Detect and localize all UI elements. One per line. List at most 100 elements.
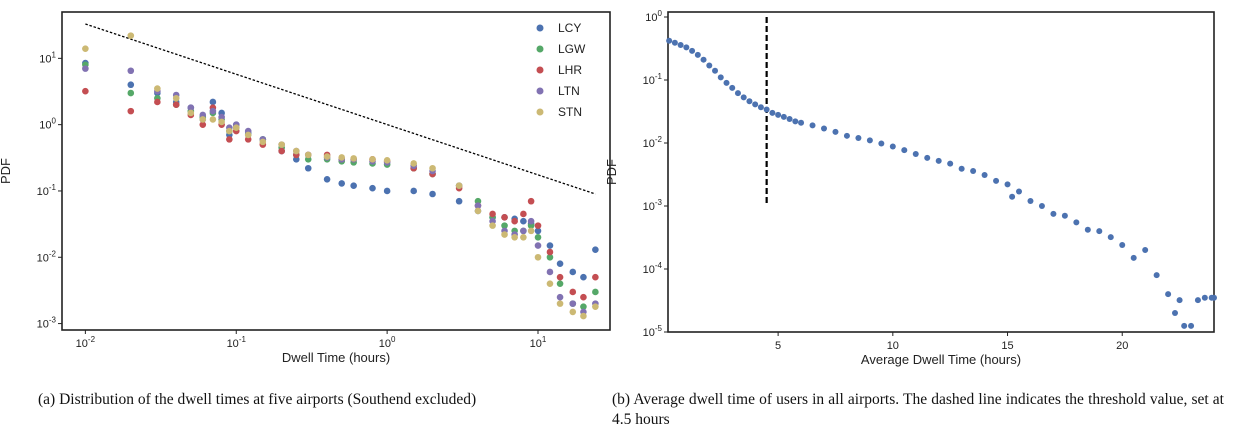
point-lcy: [304, 164, 312, 172]
chart-a: 10-2 10-1 100 101 10-3 10-2 10-1 100 101 Dwell Ti…: [0, 11, 611, 365]
point: [786, 116, 793, 123]
point-stn: [569, 308, 577, 316]
point-ltn: [474, 202, 482, 209]
point-lhr: [580, 293, 587, 301]
point-lhr: [82, 87, 89, 95]
point-ltn: [569, 300, 577, 307]
point: [1153, 272, 1160, 279]
point-lhr: [556, 273, 564, 281]
point: [717, 74, 724, 81]
point: [1201, 294, 1208, 301]
point: [878, 140, 885, 147]
point: [1004, 181, 1011, 188]
point-stn: [209, 116, 217, 123]
caption-a: (a) Distribution of the dwell times at f…: [38, 391, 477, 408]
point-lhr: [520, 210, 527, 218]
y-tick-label: 10-4: [643, 261, 663, 276]
point: [689, 47, 696, 54]
x-tick-label: 101: [530, 335, 547, 350]
point-lhr: [534, 222, 542, 229]
point-lcy: [369, 184, 376, 192]
point-ltn: [527, 217, 535, 225]
y-tick-label: 10-5: [643, 324, 663, 339]
y-tick-label: 10-3: [37, 316, 57, 331]
point: [924, 154, 931, 161]
point: [706, 62, 713, 69]
point-lcy: [580, 273, 587, 281]
point-lhr: [501, 214, 508, 221]
legend-marker-stn: [536, 108, 544, 116]
legend-marker-lgw: [536, 45, 544, 53]
x-tick-label: 15: [1001, 340, 1013, 352]
point-stn: [278, 141, 285, 148]
point-stn: [474, 207, 482, 215]
point: [901, 147, 908, 154]
point-stn: [489, 222, 496, 229]
point-ltn: [218, 113, 225, 121]
x-tick-label: 5: [775, 340, 781, 352]
point-lcy: [546, 242, 554, 249]
point-lhr: [199, 121, 207, 128]
caption-b: (b) Average dwell time of users in all a…: [612, 391, 1224, 428]
legend-marker-lcy: [536, 24, 544, 32]
point: [1211, 294, 1217, 301]
point-stn: [501, 231, 508, 238]
x-tick-label: 10-1: [227, 335, 247, 350]
point-stn: [127, 32, 135, 39]
point: [809, 122, 816, 129]
point: [700, 56, 707, 63]
point-stn: [259, 138, 267, 146]
point-stn: [154, 85, 161, 92]
point: [832, 128, 839, 135]
point: [947, 160, 954, 167]
point: [1119, 242, 1126, 249]
point-stn: [172, 94, 180, 102]
point-ltn: [556, 293, 564, 301]
point-ltn: [546, 268, 554, 276]
point: [935, 157, 942, 164]
point-lgw: [534, 234, 542, 241]
point: [763, 106, 770, 113]
point: [792, 118, 799, 125]
point: [981, 172, 988, 179]
x-axis-label: Dwell Time (hours): [282, 350, 390, 365]
point-lhr: [278, 147, 285, 155]
legend-label-lgw: LGW: [558, 42, 586, 56]
point: [855, 135, 862, 142]
point-stn: [232, 124, 240, 131]
point-ltn: [534, 242, 542, 249]
point-stn: [580, 312, 587, 320]
y-tick-label: 101: [39, 50, 56, 65]
point: [1165, 291, 1172, 298]
point-stn: [556, 300, 564, 307]
point-lhr: [511, 217, 518, 225]
point: [746, 98, 753, 105]
point: [912, 150, 919, 157]
point: [752, 101, 759, 108]
point: [970, 167, 977, 174]
y-axis-label: PDF: [0, 158, 13, 184]
point: [1073, 219, 1080, 226]
point: [1188, 322, 1195, 329]
point-lhr: [489, 210, 496, 218]
point-lgw: [556, 280, 564, 287]
point: [1061, 212, 1068, 219]
point-lcy: [323, 175, 331, 183]
point-lgw: [592, 288, 599, 296]
point-ltn: [209, 107, 217, 115]
point-ltn: [520, 227, 527, 235]
point: [671, 39, 678, 46]
point: [1181, 322, 1188, 329]
point-stn: [592, 303, 599, 310]
point: [1194, 297, 1201, 304]
point: [734, 90, 741, 97]
legend-label-stn: STN: [558, 105, 582, 119]
point: [1142, 247, 1149, 254]
point: [1130, 254, 1137, 261]
point-lcy: [383, 187, 391, 195]
point-lcy: [556, 260, 564, 267]
y-axis-label: PDF: [604, 159, 619, 185]
point: [712, 67, 719, 74]
x-axis-label: Average Dwell Time (hours): [861, 352, 1021, 367]
y-tick-label: 100: [645, 9, 662, 24]
